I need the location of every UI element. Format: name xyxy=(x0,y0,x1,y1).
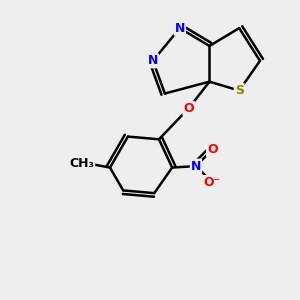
Text: O: O xyxy=(183,102,194,115)
Text: CH₃: CH₃ xyxy=(69,157,94,169)
Text: N: N xyxy=(191,160,201,172)
Text: O: O xyxy=(207,143,217,156)
Text: O⁻: O⁻ xyxy=(204,176,221,189)
Text: N: N xyxy=(148,54,158,67)
Text: S: S xyxy=(235,84,244,97)
Text: N: N xyxy=(175,22,185,34)
